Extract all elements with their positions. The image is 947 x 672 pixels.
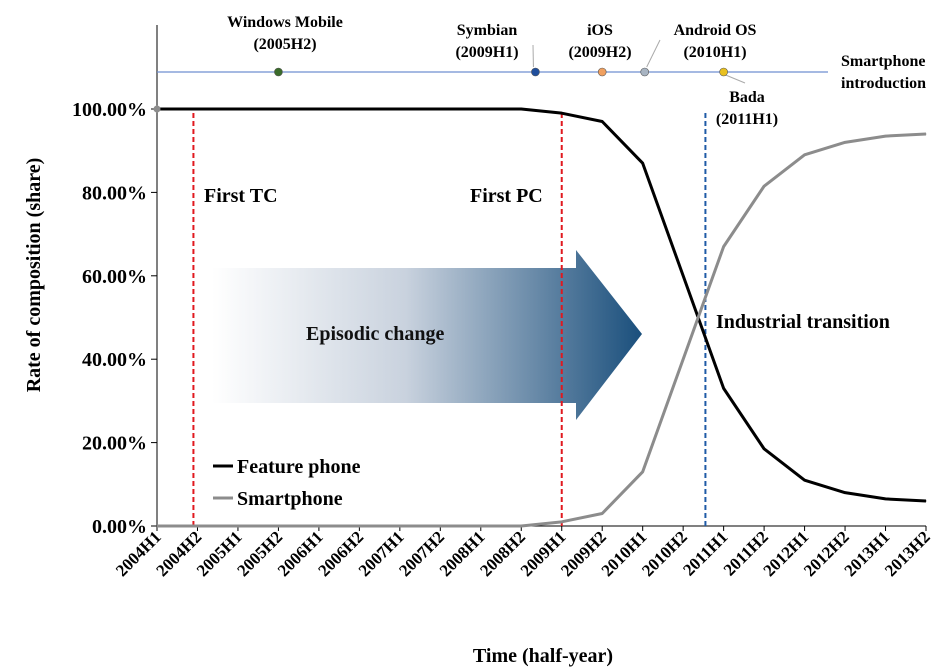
data-point xyxy=(318,525,320,527)
os-event-name: Bada xyxy=(729,89,765,106)
data-point xyxy=(885,498,887,500)
first-tc-label: First TC xyxy=(204,185,278,207)
y-tick-label: 100.00% xyxy=(72,99,147,121)
leader-line xyxy=(646,39,661,68)
data-point xyxy=(682,275,684,277)
data-point xyxy=(480,525,482,527)
os-event-name: Symbian xyxy=(457,22,518,39)
first-pc-label: First PC xyxy=(470,185,543,207)
data-point xyxy=(601,512,603,514)
y-tick-label: 40.00% xyxy=(82,349,147,371)
y-axis-ticks: 0.00% 20.00% 40.00% 60.00% 80.00% 100.00% xyxy=(72,99,157,538)
data-point xyxy=(844,492,846,494)
y-axis-title: Rate of composition (share) xyxy=(23,158,45,393)
legend-label-feature-phone: Feature phone xyxy=(237,456,361,478)
data-point xyxy=(480,108,482,110)
data-point xyxy=(925,133,927,135)
os-event-period: (2011H1) xyxy=(716,111,778,128)
data-point xyxy=(277,108,279,110)
data-point xyxy=(358,525,360,527)
data-point xyxy=(642,162,644,164)
timeline-label-line2: introduction xyxy=(841,75,926,92)
os-event-name: Android OS xyxy=(674,22,757,39)
data-point xyxy=(520,108,522,110)
data-point xyxy=(358,108,360,110)
data-point xyxy=(723,246,725,248)
data-point xyxy=(844,141,846,143)
legend-label-smartphone: Smartphone xyxy=(237,488,343,510)
data-point xyxy=(156,525,158,527)
x-axis-title: Time (half-year) xyxy=(473,645,613,667)
episodic-change-label: Episodic change xyxy=(306,323,444,345)
data-point xyxy=(439,525,441,527)
y-tick-label: 20.00% xyxy=(82,433,147,455)
data-point xyxy=(196,525,198,527)
data-point xyxy=(804,479,806,481)
data-point xyxy=(925,500,927,502)
data-point xyxy=(399,108,401,110)
os-event-period: (2010H1) xyxy=(683,44,746,61)
y-tick-label: 80.00% xyxy=(82,182,147,204)
series-line-feature-phone xyxy=(157,107,927,503)
data-point xyxy=(682,358,684,360)
x-tick-label: 2011H1 xyxy=(679,527,731,579)
industrial-transition-label: Industrial transition xyxy=(716,311,890,333)
os-event-marker xyxy=(274,67,283,77)
data-point xyxy=(277,525,279,527)
series-line-smartphone xyxy=(157,132,927,528)
os-event-marker xyxy=(640,67,650,77)
data-point xyxy=(561,112,563,114)
x-axis-ticks: 2004H12004H22005H12005H22006H12006H22007… xyxy=(112,526,934,580)
os-event-period: (2005H2) xyxy=(253,36,316,53)
episodic-change-arrow xyxy=(212,250,642,420)
data-point xyxy=(237,108,239,110)
data-point xyxy=(723,387,725,389)
data-point xyxy=(237,525,239,527)
y-tick-label: 60.00% xyxy=(82,266,147,288)
os-event-name: Windows Mobile xyxy=(227,14,343,31)
data-point xyxy=(439,108,441,110)
data-point xyxy=(318,108,320,110)
start-marker xyxy=(153,105,161,113)
x-tick-label: 2010H2 xyxy=(638,527,691,580)
data-point xyxy=(399,525,401,527)
os-event-marker xyxy=(597,67,607,77)
os-event-period: (2009H1) xyxy=(455,44,518,61)
data-point xyxy=(642,471,644,473)
data-point xyxy=(196,108,198,110)
data-point xyxy=(520,525,522,527)
x-tick-label: 2013H2 xyxy=(881,527,934,580)
data-point xyxy=(804,154,806,156)
os-event-period: (2009H2) xyxy=(568,44,631,61)
data-point xyxy=(601,121,603,123)
data-point xyxy=(763,448,765,450)
data-point xyxy=(561,521,563,523)
y-tick-label: 0.00% xyxy=(92,516,147,538)
series-lines xyxy=(153,105,927,528)
os-event-marker xyxy=(719,67,728,77)
data-point xyxy=(763,185,765,187)
os-event-name: iOS xyxy=(587,22,613,39)
leader-line xyxy=(725,74,746,84)
timeline-label-line1: Smartphone xyxy=(841,53,925,70)
data-point xyxy=(885,135,887,137)
os-event-marker xyxy=(531,67,540,77)
smartphone-introduction-timeline: Windows Mobile (2005H2) Symbian (2009H1) iOS… xyxy=(157,14,926,128)
vertical-markers xyxy=(192,113,707,526)
